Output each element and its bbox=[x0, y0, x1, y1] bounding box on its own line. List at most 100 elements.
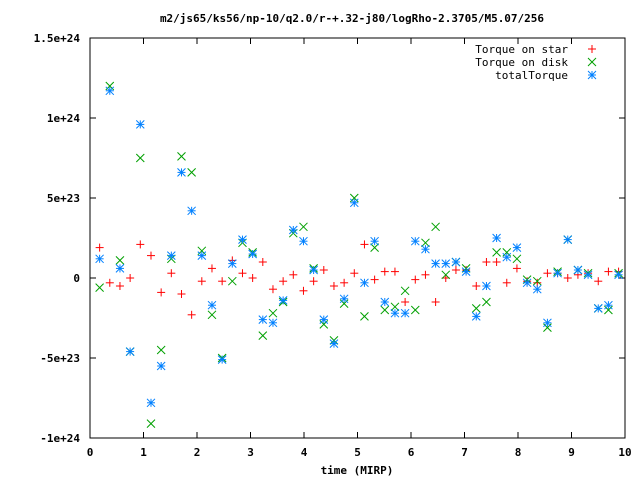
x-axis: 0 1 2 3 4 5 6 7 8 9 10 bbox=[87, 38, 632, 459]
data-point bbox=[400, 286, 410, 296]
data-point bbox=[411, 275, 420, 284]
data-point bbox=[197, 251, 207, 260]
data-point bbox=[431, 259, 440, 268]
data-point bbox=[604, 267, 613, 276]
data-point bbox=[309, 265, 318, 275]
legend-marker bbox=[587, 70, 597, 80]
data-point bbox=[410, 305, 420, 315]
data-point bbox=[340, 278, 349, 287]
data-point bbox=[227, 276, 237, 286]
data-point bbox=[431, 222, 440, 232]
data-point bbox=[105, 86, 115, 96]
data-point bbox=[115, 264, 125, 273]
data-point bbox=[380, 267, 389, 276]
x-axis-label: time (MIRP) bbox=[321, 464, 394, 477]
data-point bbox=[350, 269, 359, 278]
data-point bbox=[329, 282, 338, 290]
y-axis: -1e+24 -5e+23 0 5e+23 1e+24 1.5e+24 bbox=[34, 32, 625, 445]
data-point bbox=[380, 305, 390, 315]
data-point bbox=[279, 277, 288, 286]
data-point bbox=[248, 274, 257, 282]
data-point bbox=[258, 315, 268, 324]
x-tick-label: 8 bbox=[515, 446, 522, 459]
x-tick-label: 7 bbox=[461, 446, 468, 459]
data-point bbox=[492, 258, 501, 266]
data-point bbox=[604, 300, 613, 310]
data-point bbox=[390, 267, 399, 276]
data-point bbox=[136, 240, 145, 249]
data-point bbox=[421, 244, 430, 254]
data-point bbox=[360, 312, 369, 321]
legend-marker bbox=[588, 45, 596, 53]
data-point bbox=[238, 269, 247, 278]
data-point bbox=[268, 318, 278, 328]
data-point bbox=[125, 347, 135, 356]
y-tick-label: 0 bbox=[73, 272, 80, 285]
y-tick-label: 5e+23 bbox=[47, 192, 80, 205]
data-point bbox=[207, 300, 217, 310]
data-point bbox=[482, 258, 491, 266]
data-point bbox=[594, 277, 603, 286]
data-point bbox=[593, 304, 603, 313]
data-point bbox=[187, 168, 197, 177]
y-tick-label: -5e+23 bbox=[40, 352, 80, 365]
data-point bbox=[431, 298, 440, 306]
data-point bbox=[146, 419, 156, 428]
data-point bbox=[299, 222, 308, 232]
data-point bbox=[95, 254, 104, 264]
data-point bbox=[360, 278, 369, 288]
data-point bbox=[238, 235, 247, 244]
data-point bbox=[451, 266, 460, 274]
data-point bbox=[502, 278, 511, 287]
data-point bbox=[471, 304, 481, 313]
data-point bbox=[421, 270, 430, 279]
data-point bbox=[390, 308, 400, 318]
data-points bbox=[95, 81, 623, 428]
data-point bbox=[553, 268, 562, 278]
data-point bbox=[370, 236, 379, 246]
x-tick-label: 10 bbox=[618, 446, 631, 459]
data-point bbox=[492, 233, 501, 243]
data-point bbox=[258, 258, 267, 266]
data-point bbox=[532, 276, 542, 286]
data-point bbox=[370, 243, 379, 252]
data-point bbox=[227, 259, 237, 268]
data-point bbox=[512, 254, 522, 264]
data-point bbox=[441, 270, 451, 280]
legend-marker bbox=[587, 57, 597, 67]
data-point bbox=[95, 283, 104, 292]
data-point bbox=[177, 168, 186, 177]
data-point bbox=[289, 270, 298, 279]
data-point bbox=[309, 277, 318, 286]
data-point bbox=[410, 236, 420, 246]
data-point bbox=[370, 275, 379, 284]
data-point bbox=[288, 225, 298, 235]
data-point bbox=[482, 281, 491, 291]
y-tick-label: -1e+24 bbox=[40, 432, 80, 445]
chart-title: m2/js65/ks56/np-10/q2.0/r-+.32-j80/logRh… bbox=[160, 12, 544, 25]
data-point bbox=[207, 310, 217, 320]
data-point bbox=[380, 297, 390, 307]
data-point bbox=[268, 285, 277, 294]
data-point bbox=[532, 284, 542, 294]
data-point bbox=[197, 277, 206, 286]
data-point bbox=[278, 296, 288, 305]
data-point bbox=[472, 282, 481, 290]
data-point bbox=[401, 298, 410, 306]
legend-label: Torque on disk bbox=[475, 56, 568, 69]
x-tick-label: 0 bbox=[87, 446, 94, 459]
x-tick-label: 4 bbox=[301, 446, 308, 459]
data-point bbox=[207, 264, 216, 273]
data-point bbox=[329, 339, 339, 348]
data-point bbox=[512, 243, 522, 252]
data-point bbox=[583, 270, 593, 280]
data-point bbox=[95, 243, 104, 252]
data-point bbox=[441, 259, 451, 268]
data-point bbox=[614, 270, 623, 280]
data-point bbox=[166, 251, 176, 260]
x-tick-label: 1 bbox=[140, 446, 147, 459]
data-point bbox=[522, 278, 532, 288]
data-point bbox=[573, 265, 583, 275]
data-point bbox=[471, 312, 481, 321]
